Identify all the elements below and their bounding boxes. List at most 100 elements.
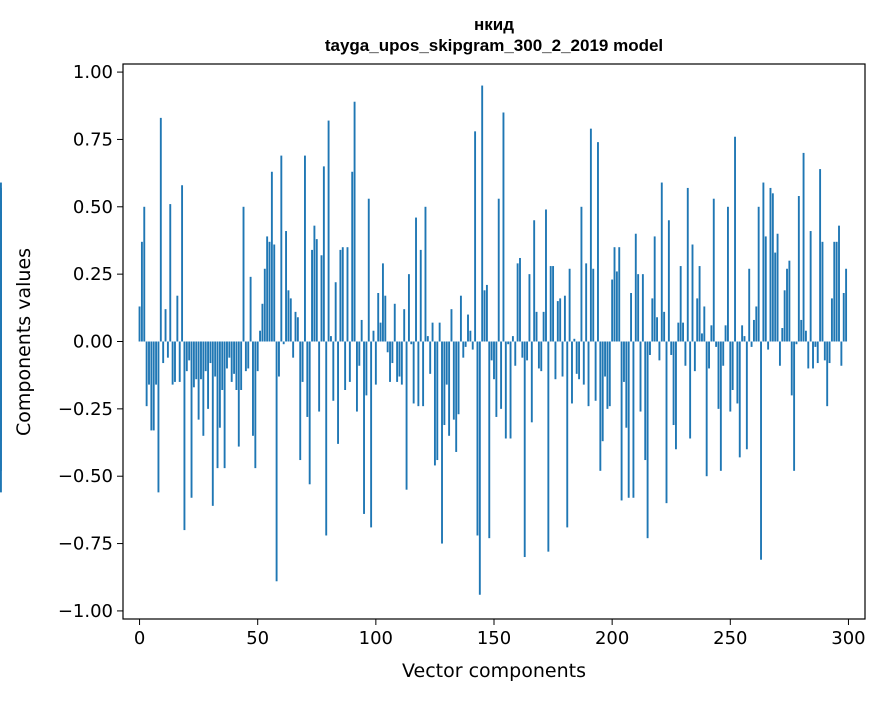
bar xyxy=(287,290,290,342)
bar xyxy=(363,341,365,514)
bar xyxy=(157,341,160,493)
bar xyxy=(322,166,325,342)
bar xyxy=(374,341,377,385)
bar xyxy=(519,257,521,342)
bar xyxy=(802,152,805,342)
bar xyxy=(528,274,531,342)
bar xyxy=(360,319,363,342)
bar xyxy=(159,117,162,342)
bar xyxy=(613,247,616,342)
bar xyxy=(438,322,441,342)
bar xyxy=(762,182,765,342)
bar xyxy=(701,333,703,342)
bar xyxy=(192,341,195,388)
bar xyxy=(415,217,417,342)
bar xyxy=(178,341,181,382)
bar xyxy=(150,341,153,431)
bar xyxy=(845,268,848,342)
bar xyxy=(235,341,238,390)
bar xyxy=(419,249,422,342)
bar xyxy=(601,341,604,442)
bar xyxy=(625,341,628,428)
bar xyxy=(705,341,708,477)
bar xyxy=(422,341,425,407)
y-tick-label: 0.25 xyxy=(73,264,113,285)
bar xyxy=(358,341,361,366)
bar xyxy=(176,295,179,342)
bar xyxy=(304,155,306,342)
bar xyxy=(804,330,807,342)
bar xyxy=(490,341,493,361)
bar xyxy=(233,341,236,374)
bar xyxy=(292,341,295,358)
bar xyxy=(256,341,259,372)
bar xyxy=(450,309,453,342)
bar xyxy=(348,341,351,382)
bar xyxy=(755,306,758,342)
bar xyxy=(823,341,826,361)
bar xyxy=(493,341,495,380)
bar xyxy=(365,341,368,396)
bar xyxy=(296,317,299,342)
bar xyxy=(743,336,746,342)
bar xyxy=(634,233,637,342)
x-tick-label: 100 xyxy=(359,628,393,649)
bar xyxy=(523,341,526,558)
bar xyxy=(667,220,670,342)
bar xyxy=(190,341,193,498)
bar xyxy=(828,341,831,364)
bar xyxy=(790,341,793,396)
bar xyxy=(660,182,663,342)
bar xyxy=(339,249,342,342)
bar xyxy=(254,341,257,469)
bar xyxy=(353,101,356,342)
bar xyxy=(781,328,784,342)
bar xyxy=(814,341,817,347)
bar xyxy=(573,338,576,342)
bar xyxy=(771,193,774,342)
bar xyxy=(351,171,354,342)
bar xyxy=(708,341,710,369)
bar xyxy=(495,341,498,417)
bar xyxy=(502,112,505,342)
bar xyxy=(795,341,798,345)
bar xyxy=(426,336,429,342)
bar xyxy=(632,341,635,498)
bar xyxy=(826,341,829,407)
bar xyxy=(393,303,396,342)
bar xyxy=(774,252,777,342)
bar xyxy=(592,268,595,342)
bar xyxy=(223,341,226,469)
bar xyxy=(778,341,781,366)
bar xyxy=(556,301,559,342)
bar xyxy=(514,341,517,366)
bar xyxy=(535,311,538,342)
bar xyxy=(533,220,536,342)
y-tick-label: −0.25 xyxy=(58,399,113,420)
bar xyxy=(696,298,699,342)
bar xyxy=(306,341,309,417)
bar xyxy=(599,341,602,471)
chart-title: нкид xyxy=(474,15,514,34)
bar xyxy=(812,341,814,369)
bar xyxy=(563,295,566,342)
bar xyxy=(516,263,519,342)
bar xyxy=(786,268,788,342)
y-tick-label: 0.00 xyxy=(73,332,113,353)
bar xyxy=(152,341,155,431)
bar xyxy=(724,325,727,342)
bar xyxy=(658,341,661,361)
bar xyxy=(542,311,545,342)
bar xyxy=(623,341,625,382)
bar xyxy=(431,322,434,342)
bar xyxy=(511,336,514,342)
bar xyxy=(367,198,370,342)
bar xyxy=(734,136,736,342)
bar xyxy=(143,206,146,342)
bar xyxy=(0,341,2,471)
bar xyxy=(509,341,512,439)
bar xyxy=(261,303,264,342)
bar xyxy=(344,341,347,390)
bar xyxy=(797,196,800,342)
